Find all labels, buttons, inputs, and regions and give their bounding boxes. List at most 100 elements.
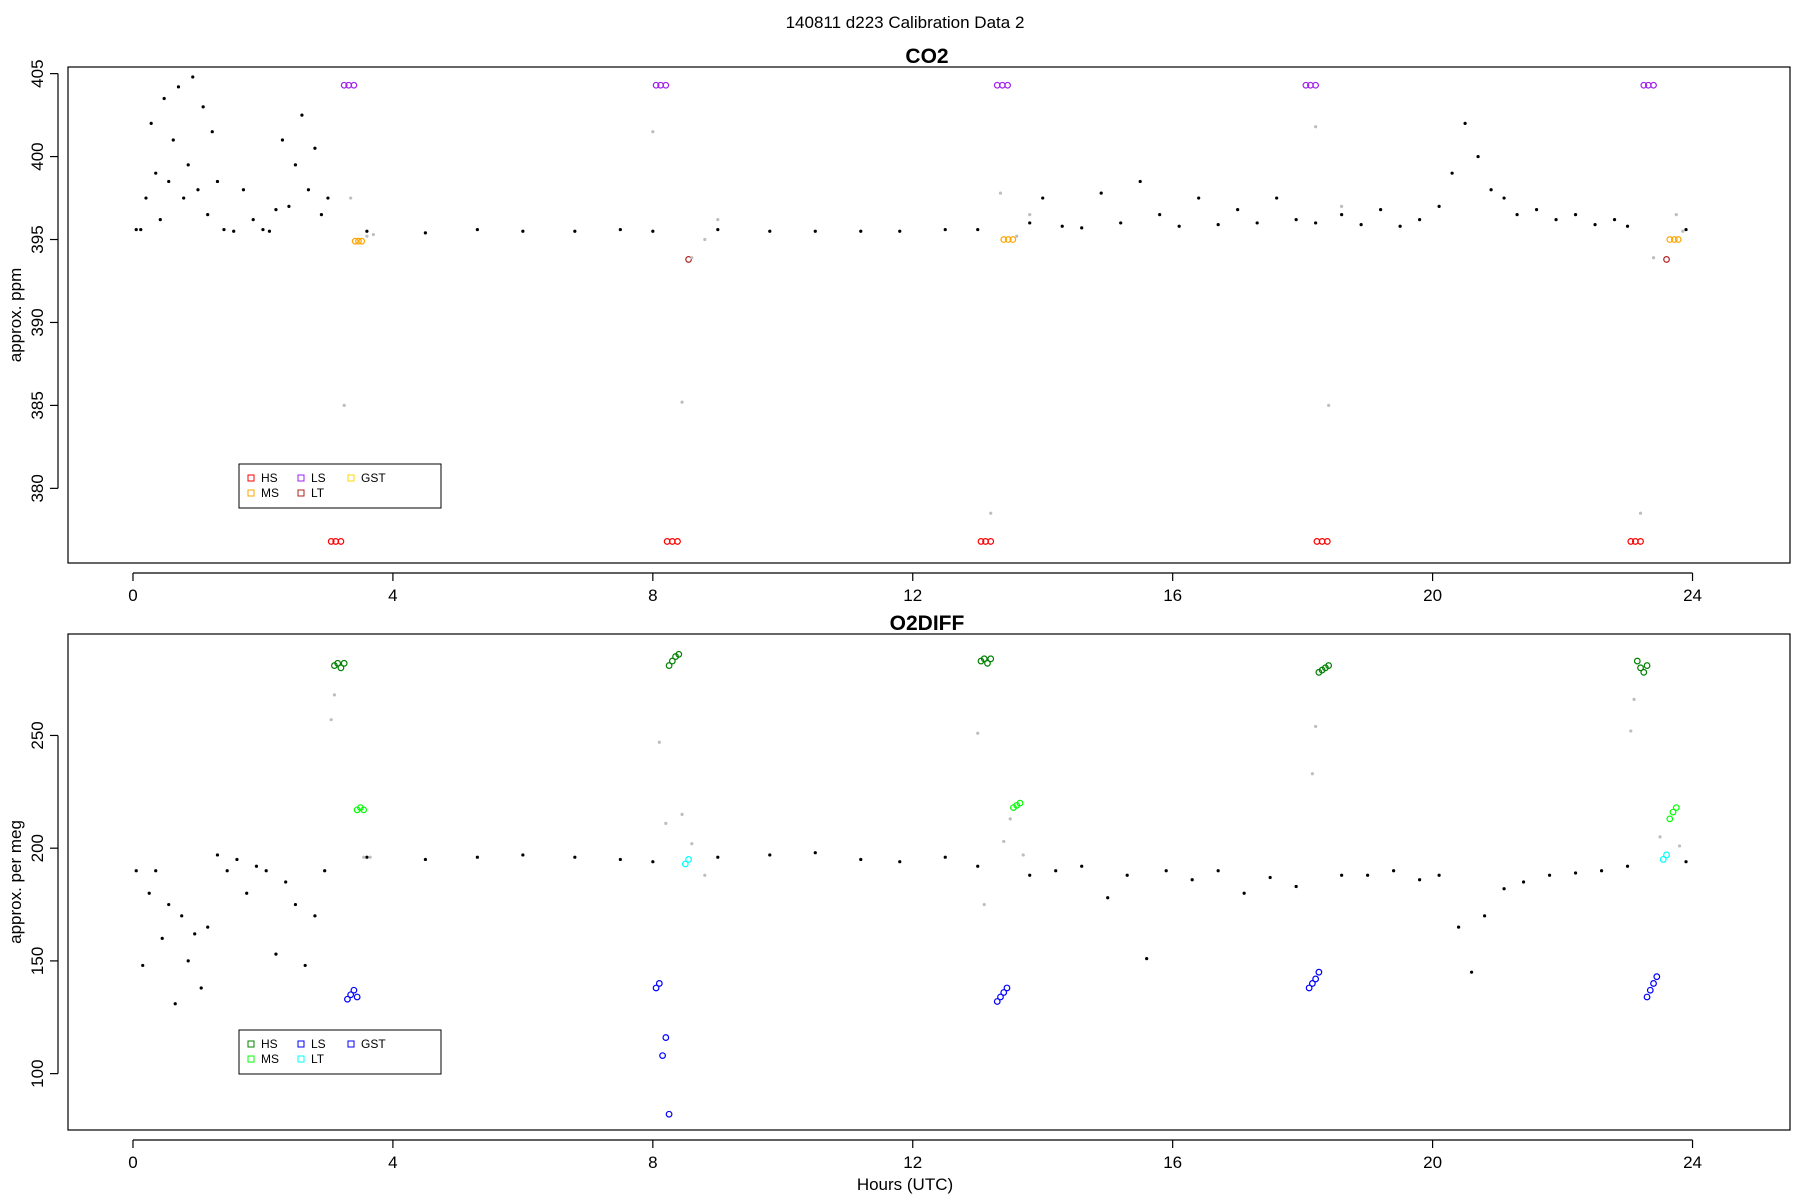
o2diff-y-axis-label: approx. per meg [6,820,25,944]
co2-y-tick-label: 405 [28,59,47,87]
o2diff-point-ambient [1216,869,1220,873]
o2diff-point-lt [1659,856,1667,863]
co2-point-ls [1650,81,1657,89]
co2-point-ambient [167,179,171,184]
co2-point-ambient [768,229,772,233]
co2-panel: CO2 approx. ppm 0 4 8 12 16 20 24 380 385 390 395 4… [6,45,1791,605]
o2diff-x-tick-label: 24 [1683,1153,1702,1172]
co2-point-ambient [251,218,255,222]
co2-point-ambient [154,171,158,175]
o2diff-point-ambient [1392,869,1396,873]
co2-legend-label: LS [311,471,326,485]
o2diff-point-ambient [1164,869,1168,873]
co2-x-tick-label: 24 [1683,586,1702,605]
o2diff-point-hs [340,659,348,667]
co2-point-hs [1627,538,1635,545]
o2diff-point-transition [332,693,337,697]
o2diff-point-ambient [1625,864,1630,868]
o2diff-point-ambient [199,986,203,990]
co2-point-ambient [210,130,214,134]
o2diff-point-ls [1643,993,1651,1001]
o2diff-point-ambient [180,914,184,918]
o2diff-panel: O2DIFF approx. per meg Hours (UTC) 0 4 8 12… [6,612,1791,1194]
co2-point-ambient [139,227,143,232]
o2diff-point-ms [1669,808,1677,816]
co2-point-lt [1663,256,1670,263]
o2diff-point-ambient [768,853,772,857]
o2diff-point-ambient [225,869,229,873]
co2-point-ambient [1612,218,1617,222]
o2diff-point-transition [657,740,661,744]
o2diff-point-ls [1305,984,1313,992]
co2-point-ambient [1463,121,1467,126]
o2diff-legend-label: HS [261,1037,278,1051]
co2-point-ls [652,81,660,89]
o2diff-point-ms [1666,815,1674,823]
o2diff-x-tick-label: 8 [648,1153,657,1172]
co2-y-tick-label: 385 [28,391,47,419]
o2diff-point-ls [1000,989,1008,996]
o2diff-point-transition [982,902,986,907]
co2-point-hs [674,538,681,545]
o2diff-point-ambient [1054,869,1058,873]
co2-point-ambient [261,227,265,232]
co2-point-ambient [280,138,285,142]
co2-legend-label: HS [261,471,278,485]
co2-y-tick-label: 395 [28,225,47,253]
co2-point-ambient [1236,208,1240,212]
co2-point-ms [1009,236,1017,243]
co2-point-ambient [1593,222,1597,227]
o2diff-legend-symbol [247,1040,255,1048]
o2diff-point-ambient [1456,925,1461,929]
co2-point-ambient [1177,224,1181,228]
co2-point-ms [358,237,366,245]
o2diff-point-ambient [1437,873,1441,877]
co2-point-ambient [326,196,330,200]
o2diff-legend-symbol [347,1040,355,1048]
o2diff-point-transition [976,731,980,735]
o2diff-point-ambient [274,952,278,956]
o2diff-point-ambient [206,925,210,929]
o2diff-point-ambient [186,959,190,963]
o2diff-point-ambient [1366,873,1370,877]
co2-x-tick-label: 4 [388,586,397,605]
co2-y-tick-label: 390 [28,308,47,336]
o2diff-point-hs [1643,662,1651,669]
co2-point-ambient [196,188,200,192]
co2-y-tick-label: 400 [28,142,47,170]
co2-point-ambient [319,213,324,217]
o2diff-y-tick-label: 200 [28,834,47,862]
figure-title: 140811 d223 Calibration Data 2 [786,13,1025,32]
co2-legend-label: MS [261,486,279,500]
o2diff-point-ambient [1521,880,1526,884]
co2-point-ls [1312,81,1320,89]
o2diff-point-ambient [254,864,259,868]
co2-point-ambient [1684,227,1688,232]
o2diff-point-ambient [1106,896,1110,900]
o2diff-point-transition [664,821,668,825]
co2-point-transition [1015,234,1019,238]
o2diff-plot-frame [67,633,1791,1131]
o2diff-point-ambient [313,914,317,918]
o2diff-point-ambient [284,880,288,884]
o2diff-point-transition [362,855,366,859]
o2diff-point-ambient [716,855,720,859]
co2-point-ambient [521,229,525,233]
co2-point-ambient [365,229,369,233]
co2-point-ambient [976,227,980,232]
co2-point-ambient [1625,224,1630,228]
o2diff-point-ambient [303,963,307,968]
co2-point-ls [340,81,348,89]
co2-legend-label: GST [361,471,386,485]
o2diff-point-ms [360,806,368,814]
o2diff-point-ls [652,984,660,992]
o2diff-points [134,650,1688,1118]
co2-point-lt [685,256,692,263]
o2diff-y-tick-label: 250 [28,721,47,749]
o2diff-legend-label: MS [261,1052,279,1066]
o2diff-point-ms [1016,799,1024,807]
co2-point-ambient [313,146,317,150]
o2diff-point-ls [665,1110,673,1118]
o2diff-point-ambient [1294,884,1298,889]
